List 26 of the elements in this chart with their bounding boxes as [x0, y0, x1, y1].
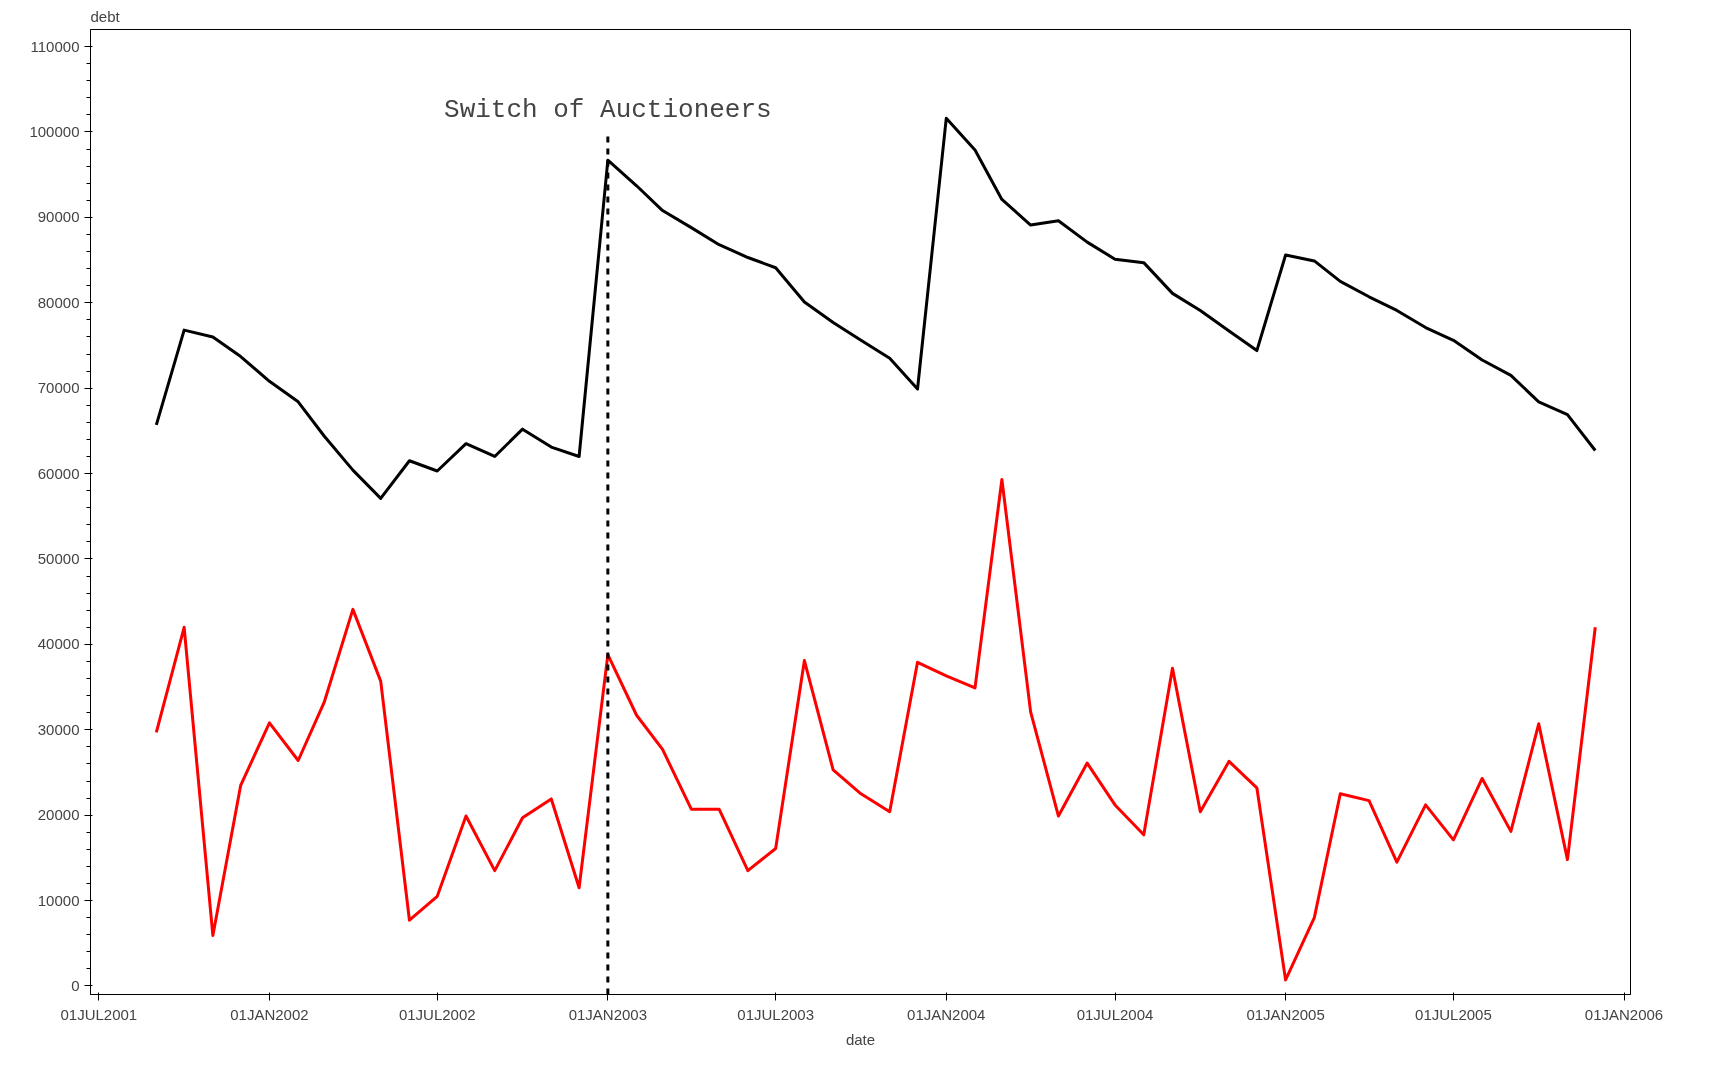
- x-tick-label: 01JAN2006: [1584, 1005, 1664, 1023]
- x-tick-label: 01JAN2005: [1246, 1005, 1325, 1023]
- y-tick-label: 110000: [30, 37, 80, 55]
- x-tick-label: 01JUL2001: [60, 1005, 138, 1023]
- x-tick-label: 01JUL2003: [737, 1005, 815, 1023]
- y-tick-label: 60000: [37, 464, 80, 482]
- x-tick-label: 01JUL2004: [1076, 1005, 1154, 1023]
- x-tick-label: 01JAN2003: [568, 1005, 648, 1023]
- x-tick-label: 01JUL2005: [1415, 1005, 1492, 1023]
- x-axis-title: date: [845, 1030, 876, 1048]
- y-tick-label: 100000: [29, 122, 80, 140]
- y-tick-label: 80000: [37, 293, 80, 311]
- y-tick-label: 0: [71, 976, 80, 994]
- x-tick-label: 01JAN2004: [907, 1005, 986, 1023]
- y-tick-label: 10000: [37, 891, 80, 909]
- y-tick-label: 70000: [37, 379, 80, 397]
- y-tick-label: 40000: [37, 635, 80, 653]
- y-tick-label: 30000: [37, 720, 80, 738]
- y-tick-label: 20000: [37, 806, 80, 824]
- x-tick-label: 01JAN2002: [230, 1005, 309, 1023]
- y-tick-label: 50000: [37, 549, 80, 567]
- y-axis-title: debt: [90, 7, 121, 25]
- x-tick-label: 01JUL2002: [398, 1005, 476, 1023]
- line-series: [154, 478, 1597, 982]
- ref-line-label: Switch of Auctioneers: [444, 95, 772, 126]
- y-tick-label: 90000: [37, 208, 80, 226]
